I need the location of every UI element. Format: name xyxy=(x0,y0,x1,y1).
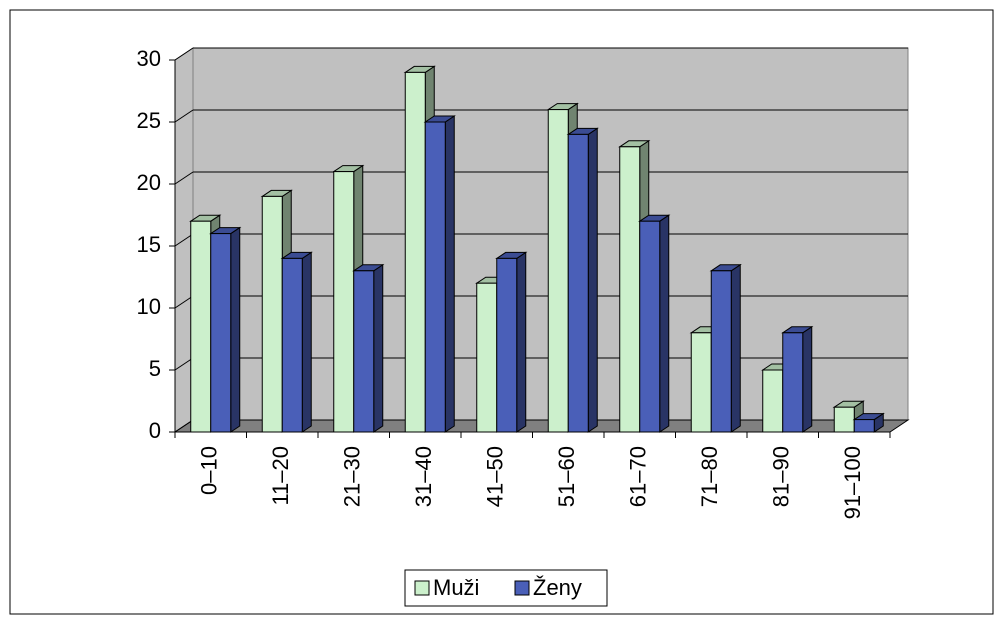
bar xyxy=(495,251,528,433)
bar-side xyxy=(659,214,670,433)
y-tick-label: 30 xyxy=(137,46,161,71)
grid-line-side xyxy=(174,109,194,123)
x-tick-label: 71–80 xyxy=(697,446,722,507)
grid-line-side xyxy=(174,419,194,433)
grid-line-side xyxy=(174,295,194,309)
bar-front xyxy=(281,257,303,433)
bar-front xyxy=(333,171,355,433)
bar-front xyxy=(639,220,661,433)
x-tick-label: 41–50 xyxy=(483,446,508,507)
bar xyxy=(638,214,671,433)
legend-label: Ženy xyxy=(533,575,582,600)
bar xyxy=(781,325,814,433)
bar-front xyxy=(833,406,855,433)
x-tick-label: 51–60 xyxy=(554,446,579,507)
bar-front xyxy=(853,419,875,433)
bar-front xyxy=(762,369,784,433)
y-tick-label: 5 xyxy=(149,356,161,381)
grid-line-side xyxy=(174,47,194,61)
bar-side xyxy=(301,251,312,433)
bar xyxy=(423,115,456,433)
bar xyxy=(709,263,742,433)
bar xyxy=(566,127,599,433)
legend-label: Muži xyxy=(433,575,479,600)
bar-front xyxy=(190,220,212,433)
grid-line-side xyxy=(174,357,194,371)
y-tick-label: 0 xyxy=(149,418,161,443)
y-tick-label: 25 xyxy=(137,108,161,133)
bar-front xyxy=(424,121,446,433)
bar-side xyxy=(730,263,741,433)
legend-box xyxy=(404,569,608,607)
legend-swatch xyxy=(514,580,530,596)
bar-side xyxy=(802,325,813,433)
bar-side xyxy=(373,263,384,433)
grid-line-side xyxy=(174,171,194,185)
bar-front xyxy=(261,195,283,433)
y-tick-label: 10 xyxy=(137,294,161,319)
bar-front xyxy=(496,257,518,433)
bar-front xyxy=(690,332,712,433)
bar-side xyxy=(444,115,455,433)
bar xyxy=(352,263,385,433)
x-tick-label: 11–20 xyxy=(268,446,293,506)
x-tick-label: 31–40 xyxy=(411,446,436,507)
y-tick-label: 20 xyxy=(137,170,161,195)
bar xyxy=(209,226,242,433)
bar-front xyxy=(476,282,498,433)
bar-front xyxy=(710,270,732,433)
bar-front xyxy=(404,71,426,433)
x-tick-label: 91–100 xyxy=(840,446,865,519)
x-tick-label: 21–30 xyxy=(340,446,365,507)
x-tick-label: 61–70 xyxy=(626,446,651,507)
bar-front xyxy=(782,332,804,433)
bar-front xyxy=(210,233,232,433)
legend-swatch xyxy=(414,580,430,596)
bar-side xyxy=(230,226,241,433)
y-tick-label: 15 xyxy=(137,232,161,257)
x-tick-label: 81–90 xyxy=(769,446,794,507)
bar-front xyxy=(547,109,569,433)
bar-side xyxy=(587,127,598,433)
bar-front xyxy=(567,133,589,433)
bar-side xyxy=(516,251,527,433)
bar-front xyxy=(619,146,641,433)
grid-line-side xyxy=(174,233,194,247)
x-tick-label: 0–10 xyxy=(197,446,222,495)
bar-front xyxy=(353,270,375,433)
bar xyxy=(852,412,885,433)
bar xyxy=(280,251,313,433)
